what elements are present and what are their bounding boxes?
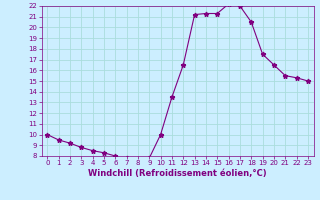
X-axis label: Windchill (Refroidissement éolien,°C): Windchill (Refroidissement éolien,°C)	[88, 169, 267, 178]
